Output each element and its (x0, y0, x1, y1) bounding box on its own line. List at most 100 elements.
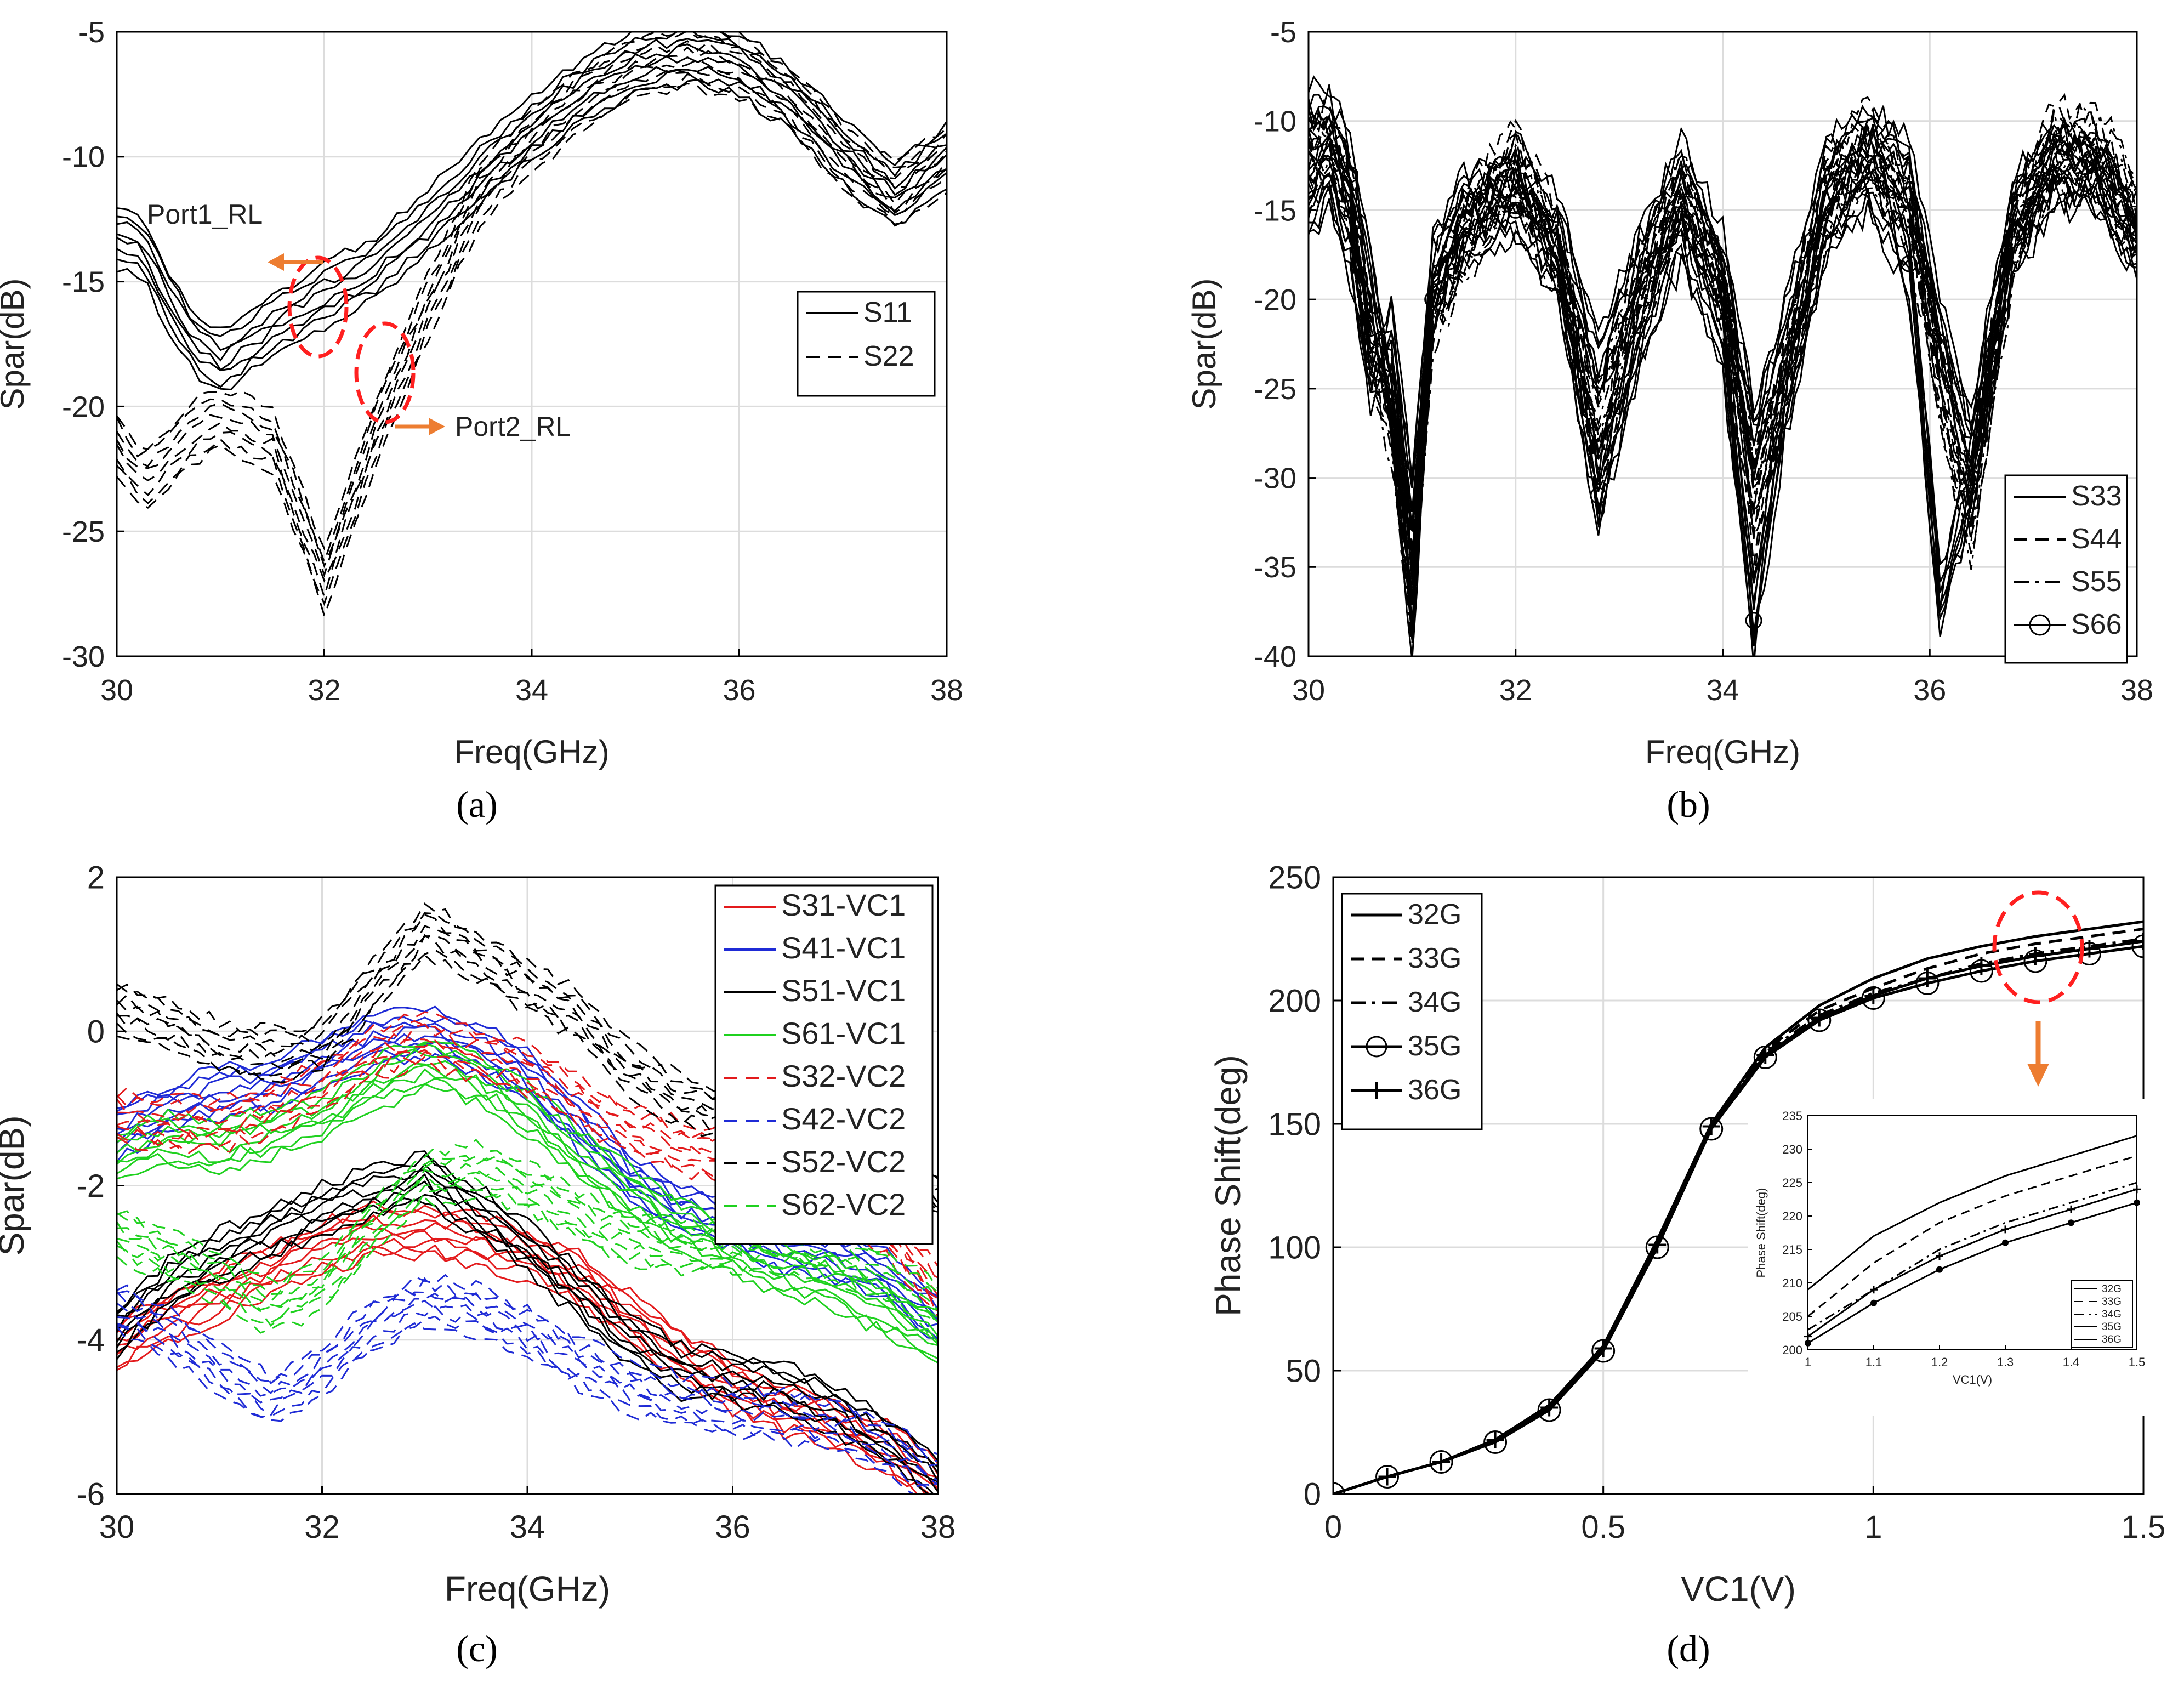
annotation-port1: Port1_RL (147, 199, 263, 230)
x-tick-label: 1.5 (2122, 1509, 2166, 1545)
x-tick-label: 36 (1913, 674, 1946, 707)
series-line-s61-vc1 (117, 1060, 938, 1343)
x-tick-label: 32 (1499, 674, 1532, 707)
legend-label: S51-VC1 (781, 973, 906, 1008)
axes-frame (116, 876, 939, 1495)
data-point-35g (2131, 934, 2143, 958)
inset-legend-label: 35G (2102, 1321, 2122, 1333)
x-tick-label: 30 (1292, 674, 1325, 707)
series-line-s22 (117, 82, 947, 618)
legend-label: S66 (2071, 609, 2122, 640)
x-tick-label: 32 (308, 674, 340, 707)
inset-line-35g (1807, 1202, 2137, 1344)
inset-legend-label: 33G (2102, 1296, 2122, 1308)
series-line-s22 (117, 73, 947, 606)
series-line-s22 (117, 70, 947, 600)
data-point-36g (1594, 1339, 1612, 1357)
y-tick-label: -15 (62, 266, 105, 299)
legend-label: 32G (1408, 899, 1461, 930)
series-group (117, 32, 947, 618)
legend-marker-circle (2029, 614, 2051, 636)
series-line-s22 (117, 46, 947, 578)
highlight-ellipse-port1 (287, 255, 349, 359)
series-line-s62-vc2 (117, 1184, 938, 1323)
series-line-s11 (117, 32, 947, 328)
y-tick-label: -2 (76, 1168, 105, 1204)
inset-point-36g (2133, 1185, 2141, 1194)
series-line-s62-vc2 (117, 1176, 938, 1327)
data-point-36g (2135, 933, 2143, 950)
legend: S33 S44 S55 S66 (2004, 474, 2128, 664)
data-point-36g (1702, 1117, 1720, 1135)
panel-caption: (d) (1667, 1628, 1710, 1669)
y-axis-label: Spar(dB) (1186, 278, 1222, 410)
data-point-36g (1756, 1046, 1775, 1064)
legend-label: S31-VC1 (781, 888, 906, 922)
legend-label: S32-VC2 (781, 1059, 906, 1093)
series-line-s11 (117, 43, 947, 362)
inset-y-tick-label: 230 (1782, 1143, 1802, 1156)
legend-box (2004, 474, 2128, 664)
inset-legend-label: 32G (2102, 1283, 2122, 1295)
series-line-s32-vc2 (117, 1023, 938, 1279)
y-axis-label: Phase Shift(deg) (1208, 1055, 1248, 1316)
inset-y-tick-label: 200 (1782, 1343, 1802, 1357)
panel-caption: (c) (456, 1628, 497, 1669)
arrow-head-port1 (268, 253, 284, 271)
series-line-s66 (1309, 129, 2137, 646)
highlight-ellipse-port2 (354, 321, 416, 424)
x-axis-label: Freq(GHz) (445, 1569, 610, 1609)
series-line-s32-vc2 (117, 1049, 938, 1306)
y-tick-label: -6 (76, 1476, 105, 1512)
legend-label: S22 (863, 340, 914, 372)
data-point-36g (1864, 987, 1882, 1004)
x-axis-label: Freq(GHz) (454, 734, 609, 770)
series-line-s52-vc2 (117, 935, 938, 1209)
inset-point-36g (1804, 1332, 1812, 1340)
x-tick-label: 34 (510, 1509, 545, 1545)
legend-label: 34G (1408, 986, 1461, 1018)
x-tick-label: 36 (715, 1509, 750, 1545)
y-tick-label: 50 (1286, 1353, 1321, 1389)
legend: 32G 33G 34G 35G 36G (1341, 893, 1483, 1130)
series-line-s42-vc2 (117, 1299, 938, 1486)
y-tick-label: 0 (87, 1014, 105, 1050)
y-tick-label: -30 (1254, 462, 1296, 495)
highlight-ellipse (1992, 890, 2084, 1004)
y-tick-label: -25 (1254, 373, 1296, 406)
chart-panel-b: 30 32 34 36 38 -40 -35 -30 -25 -20 -15 -10 -5 Freq(GH… (1186, 16, 2153, 825)
series-line-s22 (117, 32, 947, 550)
data-point-s66 (1817, 219, 1835, 237)
chart-panel-a: 30 32 34 36 38 -30 -25 -20 -15 -10 -5 Freq(GHz) Spar… (0, 16, 963, 825)
inset-x-tick-label: 1.3 (1997, 1355, 2014, 1369)
axes-frame (1307, 31, 2138, 657)
data-point-s66 (1745, 612, 1762, 629)
legend-label: S42-VC2 (781, 1101, 906, 1136)
legend-marker-plus (1368, 1082, 1385, 1099)
series-line-s42-vc2 (117, 1274, 938, 1455)
series-line-s61-vc1 (117, 1049, 938, 1337)
panel-caption: (a) (456, 783, 497, 825)
inset-y-tick-label: 205 (1782, 1310, 1802, 1323)
data-point-36g (1918, 969, 1936, 987)
series-line-s61-vc1 (117, 1077, 938, 1364)
inset-point-36g (1936, 1252, 1943, 1260)
series-line-s33 (1309, 121, 2137, 489)
series-line-s33 (1309, 104, 2137, 484)
y-tick-label: -10 (1254, 105, 1296, 138)
inset-y-axis-label: Phase Shift(deg) (1754, 1188, 1768, 1278)
y-axis-label: Spar(dB) (0, 278, 31, 410)
y-tick-label: 200 (1268, 983, 1321, 1019)
series-line-s11 (117, 38, 947, 351)
data-point-36g (1378, 1468, 1396, 1486)
data-point-s66 (1383, 397, 1400, 415)
data-point-s66 (1590, 487, 1607, 504)
inset-point-36g (1870, 1286, 1878, 1294)
x-tick-label: 0 (1324, 1509, 1342, 1545)
legend-label: S62-VC2 (781, 1187, 906, 1222)
data-point-36g (1432, 1453, 1451, 1471)
legend-box (797, 291, 936, 397)
legend-marker-circle (1366, 1036, 1387, 1058)
x-tick-label: 32 (304, 1509, 340, 1545)
